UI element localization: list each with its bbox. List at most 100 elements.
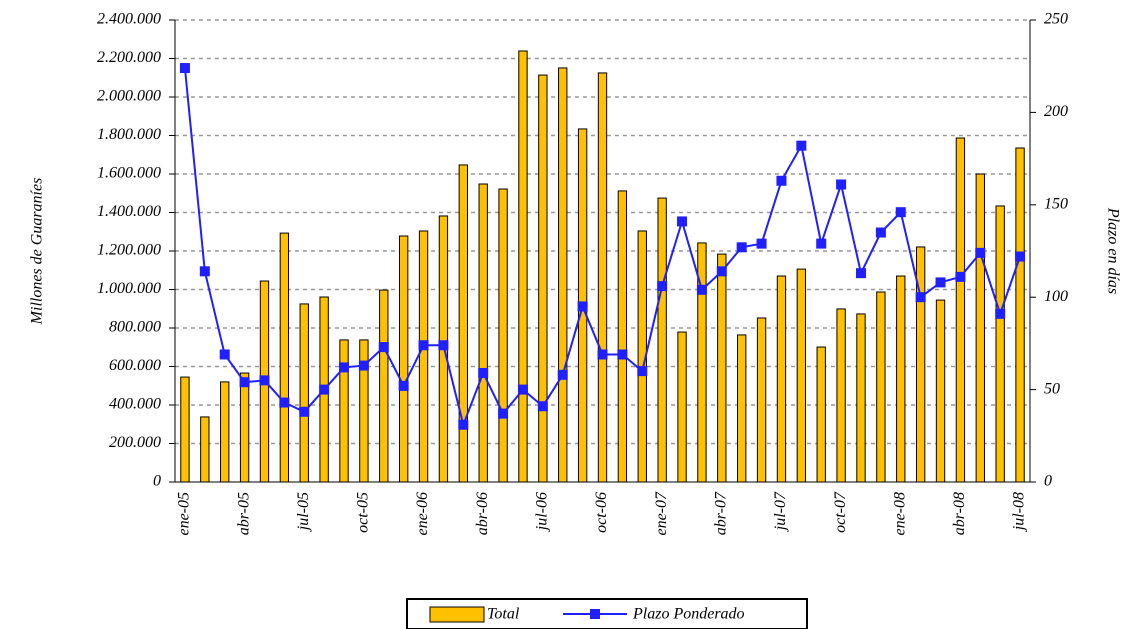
bar — [836, 308, 846, 483]
line-marker — [398, 380, 409, 391]
y-tick-label: 1.600.000 — [97, 165, 161, 182]
bar — [876, 291, 886, 483]
y-tick-label: 1.400.000 — [97, 203, 161, 220]
line-marker — [458, 419, 469, 430]
bar — [975, 173, 985, 483]
line-marker — [955, 271, 966, 282]
bar — [558, 67, 568, 483]
line-marker — [378, 342, 389, 353]
legend-label: Plazo Ponderado — [632, 606, 745, 623]
x-tick-label: ene-07 — [653, 491, 670, 536]
line-marker — [498, 408, 509, 419]
y2-tick-label: 250 — [1044, 11, 1068, 28]
x-tick-label: oct-06 — [593, 492, 610, 533]
bar — [717, 253, 727, 483]
y2-tick-label: 100 — [1044, 288, 1068, 305]
line-marker — [537, 401, 548, 412]
bar — [737, 334, 747, 483]
line-marker — [716, 266, 727, 277]
bar — [359, 339, 369, 483]
y-tick-label: 0 — [153, 473, 161, 490]
y2-tick-label: 150 — [1044, 195, 1068, 212]
line-marker — [756, 238, 767, 249]
y2-tick-label: 0 — [1044, 473, 1052, 490]
x-tick-label: jul-05 — [295, 492, 312, 532]
legend-label: Total — [487, 606, 520, 623]
line-marker — [696, 284, 707, 295]
y-tick-label: 2.400.000 — [97, 11, 161, 28]
bar — [816, 346, 826, 483]
y-tick-label: 1.800.000 — [97, 126, 161, 143]
line-marker — [577, 301, 588, 312]
x-tick-label: jul-08 — [1011, 492, 1028, 532]
bar — [776, 275, 787, 483]
y2-tick-label: 200 — [1044, 103, 1068, 120]
bar — [796, 268, 807, 483]
line-marker — [796, 140, 807, 151]
bar — [339, 339, 349, 483]
line-marker — [219, 349, 230, 360]
line-marker — [199, 266, 210, 277]
x-tick-label: abr-05 — [235, 492, 252, 535]
line-marker — [557, 369, 568, 380]
bar — [697, 242, 707, 483]
line-marker — [239, 377, 250, 388]
line-marker — [259, 375, 270, 386]
x-tick-label: abr-07 — [712, 491, 729, 535]
x-tick-label: abr-06 — [474, 492, 491, 535]
legend-swatch — [429, 606, 485, 623]
line-marker — [816, 238, 827, 249]
x-tick-label: jul-06 — [534, 492, 551, 532]
bar — [896, 275, 906, 483]
line-marker — [677, 216, 688, 227]
bar — [657, 197, 667, 483]
line-marker — [339, 362, 350, 373]
bar — [279, 232, 290, 483]
bar — [1015, 147, 1025, 483]
line-marker — [995, 308, 1006, 319]
y-tick-label: 2.000.000 — [97, 88, 161, 105]
bar — [856, 313, 866, 483]
x-tick-label: oct-05 — [355, 492, 372, 533]
line-marker — [657, 281, 668, 292]
line-marker — [895, 207, 906, 218]
bar — [498, 188, 508, 483]
line-marker — [975, 247, 986, 258]
line-marker — [517, 384, 528, 395]
line-marker — [1015, 251, 1026, 262]
line-marker — [617, 349, 628, 360]
bar — [239, 372, 250, 483]
y-tick-label: 400.000 — [109, 396, 161, 413]
y-tick-label: 600.000 — [109, 357, 161, 374]
y-tick-label: 2.200.000 — [97, 49, 161, 66]
line-marker — [597, 349, 608, 360]
bar — [299, 303, 309, 483]
x-tick-label: oct-07 — [832, 491, 849, 533]
line-marker — [776, 175, 787, 186]
bar — [220, 381, 230, 483]
bar — [478, 183, 488, 483]
bar — [955, 137, 966, 483]
line-marker — [358, 360, 369, 371]
line-marker — [319, 384, 330, 395]
bar — [597, 72, 608, 483]
x-tick-label: ene-08 — [891, 492, 908, 536]
y-axis-label: Millones de Guaraníes — [29, 178, 46, 326]
bar — [418, 230, 429, 483]
bar — [677, 331, 687, 483]
y-tick-label: 1.000.000 — [97, 280, 161, 297]
bar — [756, 317, 767, 483]
bar — [915, 246, 926, 483]
x-tick-label: ene-06 — [414, 492, 431, 536]
line-marker — [179, 63, 190, 74]
line-marker — [478, 367, 489, 378]
bar — [398, 235, 409, 483]
x-tick-label: jul-07 — [772, 491, 789, 532]
y2-axis-label: Plazo en días — [1104, 207, 1121, 294]
line-marker — [855, 268, 866, 279]
line-marker — [836, 179, 847, 190]
legend-marker — [590, 609, 600, 619]
line-marker — [875, 227, 886, 238]
line-marker — [279, 397, 290, 408]
